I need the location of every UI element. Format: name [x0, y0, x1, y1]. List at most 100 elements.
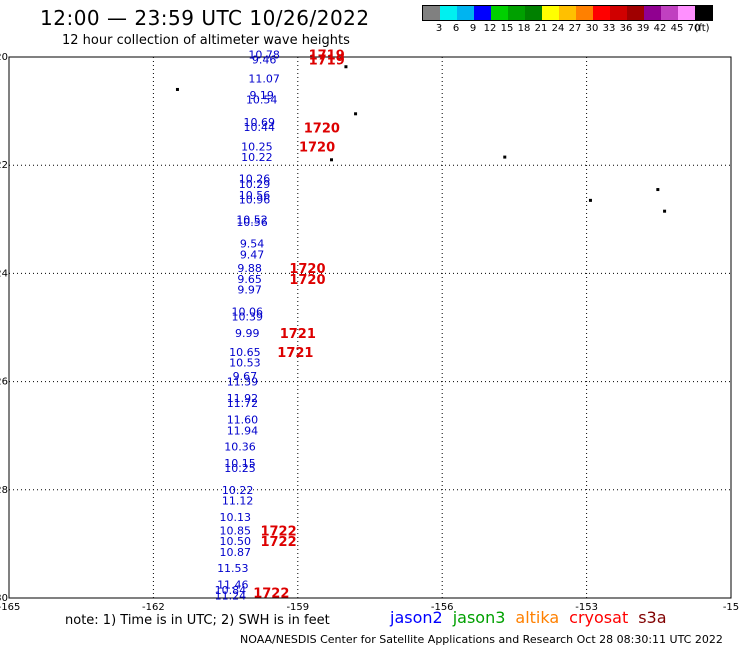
wave-height-label: 10.25 — [241, 140, 273, 153]
island-marker — [344, 65, 348, 69]
y-tick-label: -30 — [0, 593, 8, 604]
legend-swatch — [593, 6, 610, 20]
legend-swatch — [457, 6, 474, 20]
time-label: 1720 — [304, 121, 340, 136]
time-label: 1722 — [260, 524, 296, 539]
legend-swatch — [644, 6, 661, 20]
wave-height-label: 10.54 — [246, 94, 278, 107]
wave-height-label: 10.29 — [239, 178, 271, 191]
legend-swatches — [422, 5, 713, 21]
wave-height-label: 11.46 — [217, 578, 249, 591]
satellite-legend: jason2 jason3 altika cryosat s3a — [390, 608, 677, 627]
wave-height-label: 10.39 — [232, 311, 264, 324]
time-label: 1720 — [289, 273, 325, 288]
wave-height-label: 9.54 — [240, 238, 265, 251]
legend-label: 70 — [687, 23, 701, 34]
wave-height-label: 10.22 — [241, 151, 273, 164]
time-label: 1722 — [253, 587, 289, 602]
time-label: 1720 — [299, 140, 335, 155]
legend-label: 12 — [483, 23, 497, 34]
wave-height-label: 10.13 — [219, 511, 251, 524]
legend-swatch — [576, 6, 593, 20]
island-marker — [354, 112, 358, 116]
y-tick-label: -24 — [0, 268, 8, 279]
satellite-legend-item: altika — [515, 608, 560, 627]
wave-height-label: 9.65 — [237, 273, 262, 286]
page-title: 12:00 — 23:59 UTC 10/26/2022 — [40, 6, 370, 30]
wave-height-label: 11.53 — [217, 562, 249, 575]
legend-swatch — [678, 6, 695, 20]
x-tick-label: -162 — [142, 602, 165, 613]
wave-height-label: 10.15 — [224, 457, 256, 470]
wave-height-label: 10.44 — [244, 121, 276, 134]
wave-height-label: 10.56 — [236, 216, 268, 229]
legend-label: 18 — [517, 23, 531, 34]
island-marker — [663, 209, 667, 213]
wave-height-label: 10.26 — [239, 173, 271, 186]
legend-label: 6 — [452, 23, 460, 34]
page-subtitle: 12 hour collection of altimeter wave hei… — [62, 33, 350, 48]
x-tick-label: -165 — [0, 602, 20, 613]
wave-height-label: 9.67 — [233, 370, 258, 383]
wave-height-label: 9.47 — [240, 248, 265, 261]
color-legend: 3 6 9 12 15 18 21 24 27 30 33 36 39 42 45 70 (ft) — [422, 5, 713, 37]
x-tick-label: -153 — [575, 602, 598, 613]
y-tick-label: -20 — [0, 52, 8, 63]
time-label: 1720 — [289, 262, 325, 277]
wave-height-label: 10.25 — [224, 462, 256, 475]
y-tick-label: -22 — [0, 160, 8, 171]
time-label: 1722 — [260, 535, 296, 550]
wave-height-label: 10.78 — [248, 48, 280, 61]
wave-height-label: 10.84 — [215, 584, 247, 597]
y-tick-label: -26 — [0, 377, 8, 388]
satellite-legend-item: jason3 — [452, 608, 506, 627]
wave-height-label: 10.65 — [229, 346, 261, 359]
x-tick-label: -15 — [723, 602, 739, 613]
wave-height-label: 9.19 — [249, 89, 274, 102]
island-marker — [588, 198, 592, 202]
legend-swatch — [695, 6, 712, 20]
legend-label: 30 — [585, 23, 599, 34]
wave-height-label: 10.87 — [219, 546, 251, 559]
map-frame — [8, 56, 732, 599]
legend-label: 42 — [653, 23, 667, 34]
wave-height-label: 9.97 — [237, 284, 262, 297]
wave-height-label: 11.39 — [227, 376, 259, 389]
credit-line: NOAA/NESDIS Center for Satellite Applica… — [240, 633, 723, 646]
satellite-legend-item: cryosat — [569, 608, 629, 627]
wave-height-label: 11.92 — [227, 392, 259, 405]
x-tick-label: -156 — [431, 602, 454, 613]
legend-swatch — [661, 6, 678, 20]
legend-label: (ft) — [694, 23, 710, 34]
wave-height-label: 10.56 — [239, 189, 271, 202]
wave-height-label: 10.50 — [219, 535, 251, 548]
island-marker — [175, 87, 179, 91]
legend-swatch — [440, 6, 457, 20]
legend-label: 24 — [551, 23, 565, 34]
wave-height-label: 10.36 — [224, 441, 256, 454]
legend-swatch — [627, 6, 644, 20]
legend-swatch — [474, 6, 491, 20]
wave-height-label: 10.53 — [229, 357, 261, 370]
legend-swatch — [525, 6, 542, 20]
time-label: 1719 — [309, 48, 345, 63]
wave-height-label: 10.52 — [236, 213, 268, 226]
wave-height-label: 11.24 — [215, 589, 247, 602]
legend-label: 21 — [534, 23, 548, 34]
y-tick-label: -28 — [0, 485, 8, 496]
wave-height-label: 11.72 — [227, 397, 259, 410]
wave-height-label: 10.06 — [232, 305, 264, 318]
wave-height-label: 9.99 — [235, 327, 260, 340]
legend-swatch — [559, 6, 576, 20]
legend-label: 9 — [469, 23, 477, 34]
footnote: note: 1) Time is in UTC; 2) SWH is in fe… — [65, 613, 330, 628]
legend-swatch — [542, 6, 559, 20]
time-label: 1719 — [309, 54, 345, 69]
legend-labels: 3 6 9 12 15 18 21 24 27 30 33 36 39 42 45 70 (ft) — [422, 23, 713, 37]
satellite-legend-item: jason2 — [390, 608, 443, 627]
wave-height-label: 9.46 — [252, 54, 277, 67]
legend-swatch — [508, 6, 525, 20]
wave-height-label: 11.60 — [227, 413, 259, 426]
legend-label: 15 — [500, 23, 514, 34]
